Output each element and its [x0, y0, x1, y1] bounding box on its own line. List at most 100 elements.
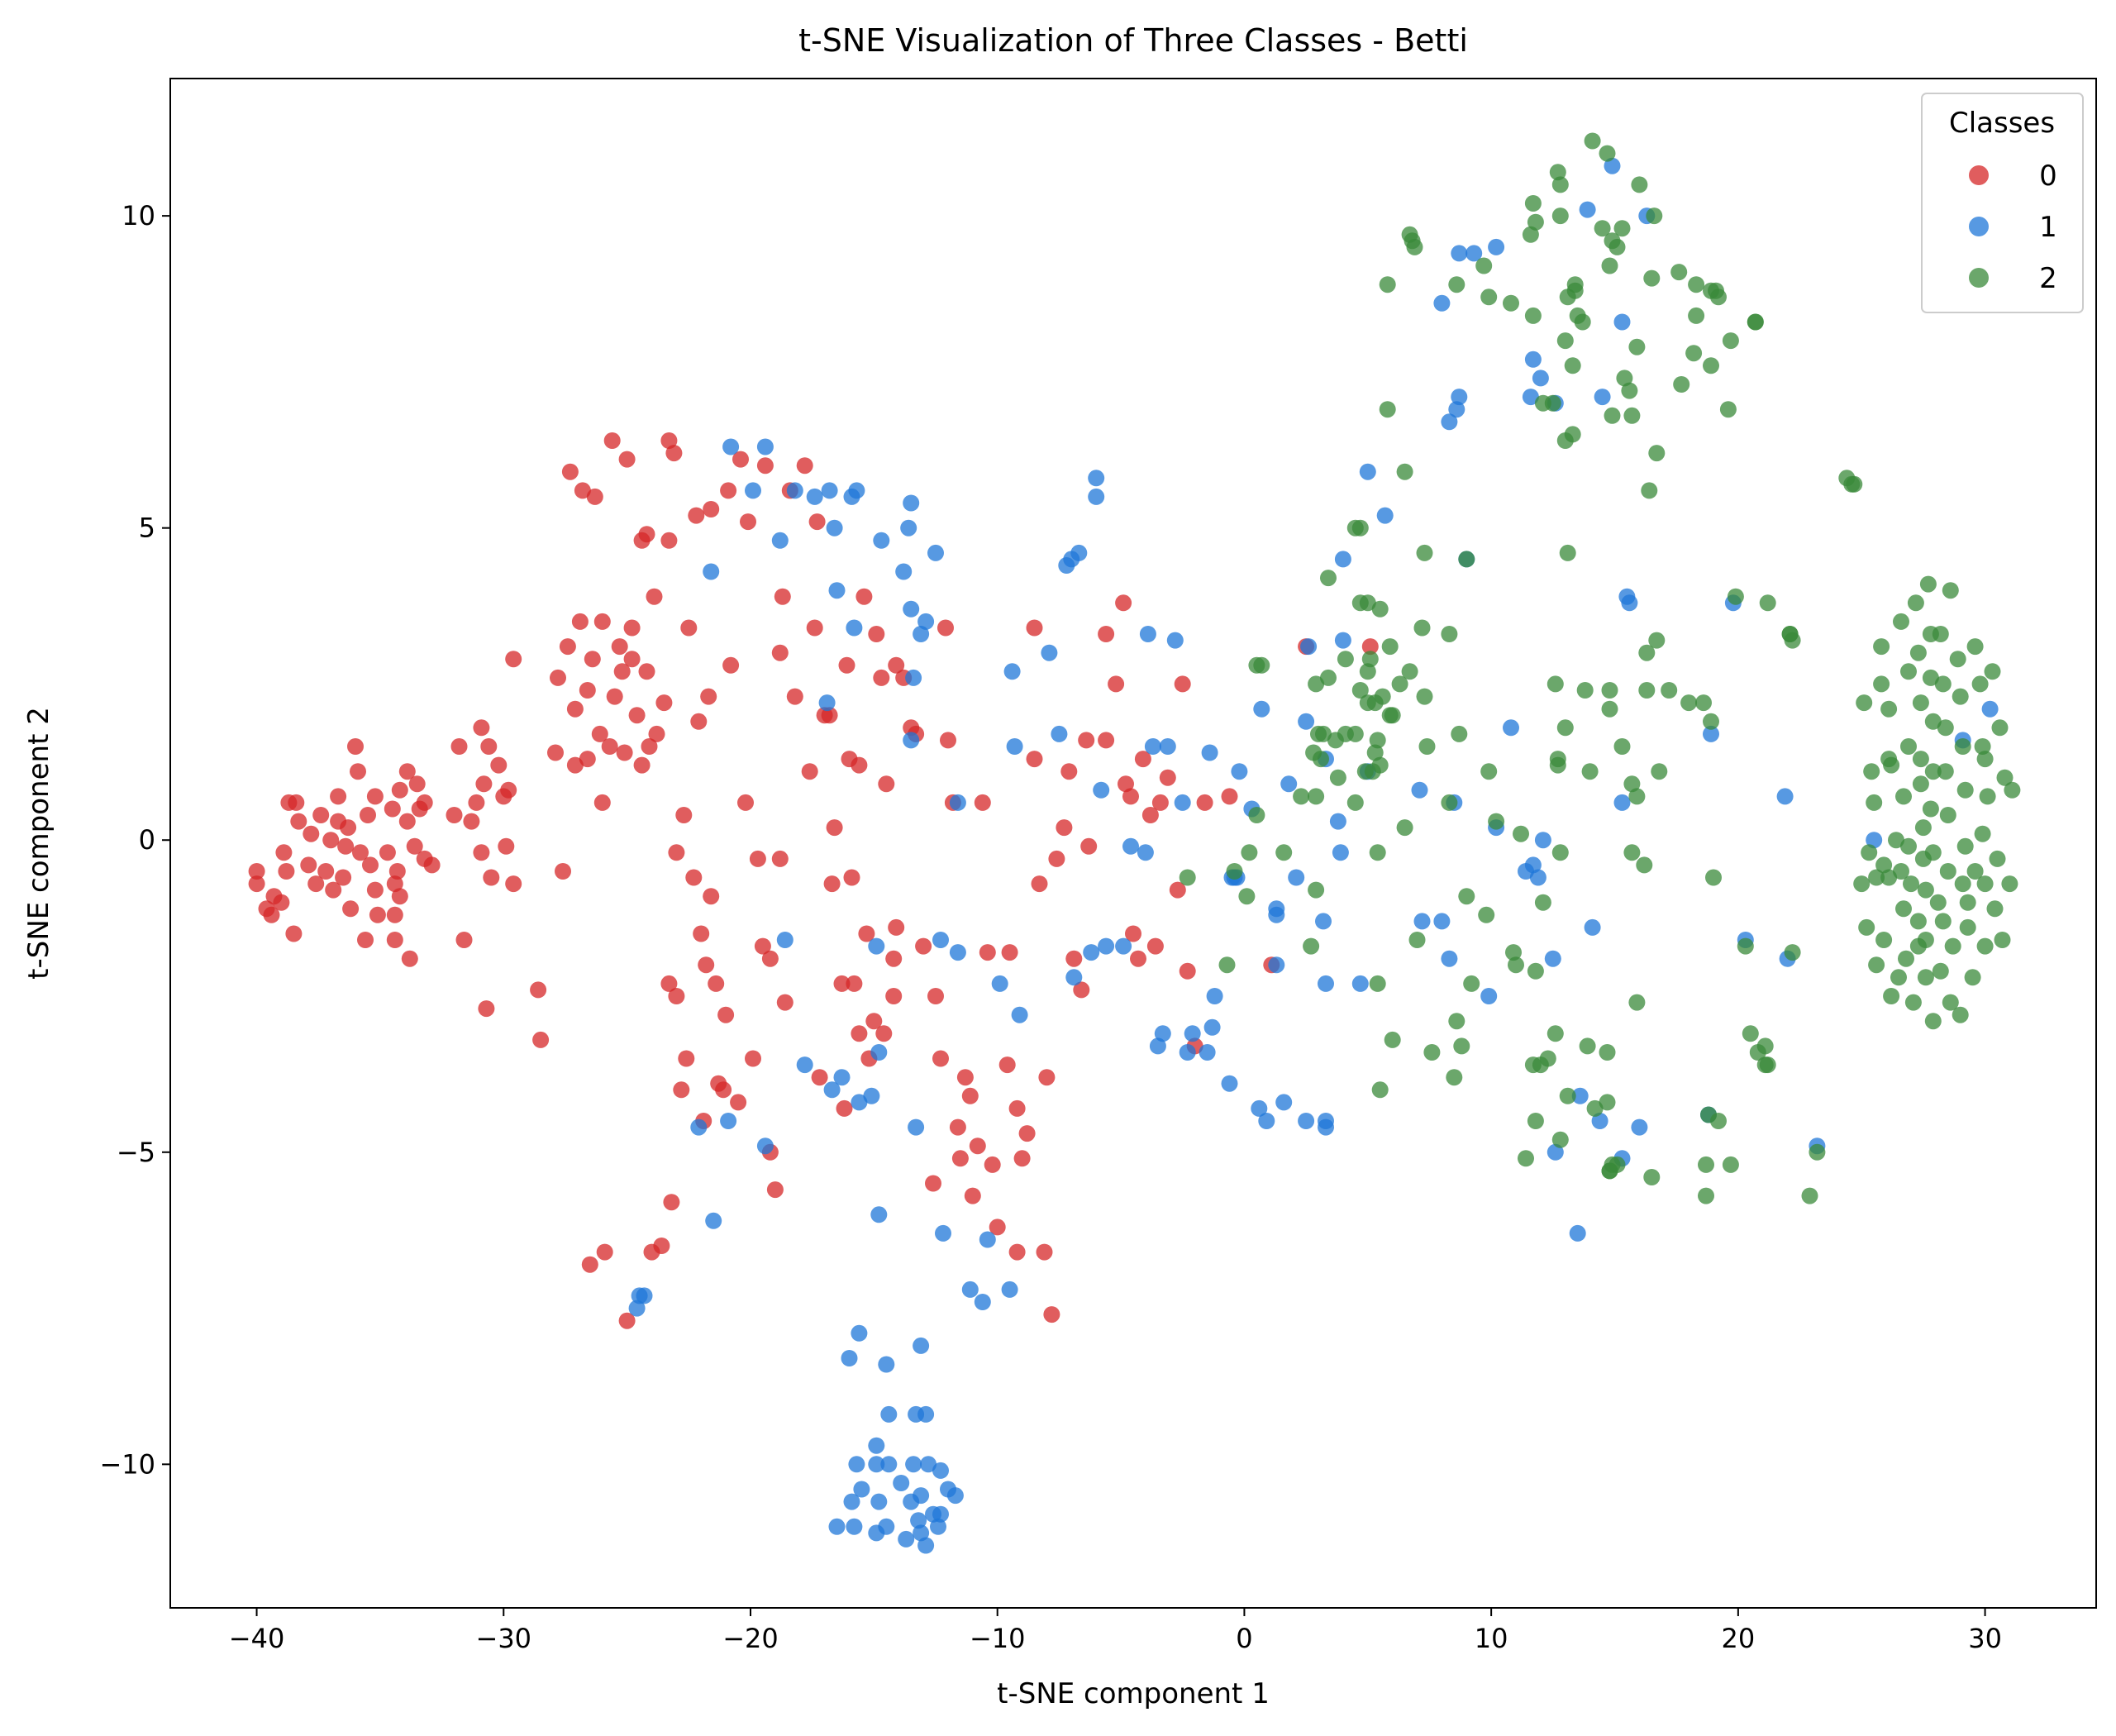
data-point-class-2	[1719, 401, 1737, 418]
data-point-class-0	[285, 925, 303, 942]
data-point-class-2	[1866, 794, 1883, 811]
data-point-class-0	[388, 863, 406, 880]
data-point-class-2	[1599, 1094, 1616, 1111]
data-point-class-0	[593, 794, 611, 811]
data-point-class-0	[951, 1150, 969, 1167]
data-point-class-2	[1688, 307, 1705, 324]
data-point-class-2	[1880, 869, 1898, 886]
data-point-class-0	[273, 894, 290, 911]
data-point-class-2	[1359, 663, 1376, 680]
data-point-class-0	[350, 763, 366, 780]
data-point-class-0	[1125, 925, 1141, 942]
data-point-class-0	[885, 950, 903, 967]
data-point-class-2	[1351, 682, 1369, 699]
data-point-class-2	[1994, 932, 2011, 948]
data-point-class-1	[935, 1224, 951, 1242]
data-point-class-2	[1784, 944, 1801, 961]
data-point-class-0	[574, 482, 591, 499]
data-point-class-1	[828, 1518, 846, 1535]
data-point-class-1	[1206, 988, 1223, 1004]
data-point-class-2	[2004, 781, 2021, 799]
x-axis-label: t-SNE component 1	[997, 1677, 1270, 1710]
data-point-class-1	[1221, 1075, 1238, 1092]
data-point-class-2	[1900, 837, 1917, 855]
data-point-class-2	[1369, 732, 1386, 749]
data-point-class-1	[863, 1087, 880, 1104]
data-point-class-2	[1643, 269, 1661, 287]
data-point-class-1	[703, 563, 720, 580]
data-point-class-0	[685, 869, 703, 886]
data-point-class-0	[660, 975, 678, 992]
data-point-class-2	[1527, 213, 1544, 231]
data-point-class-1	[991, 975, 1008, 992]
data-point-class-0	[989, 1219, 1006, 1236]
data-point-class-1	[1591, 1113, 1608, 1129]
data-point-class-0	[566, 700, 584, 718]
data-point-class-0	[408, 775, 426, 793]
data-point-class-1	[1298, 1113, 1315, 1129]
data-point-class-2	[1937, 763, 1954, 780]
data-point-class-2	[1371, 600, 1389, 618]
data-point-class-0	[868, 626, 885, 642]
data-point-class-0	[673, 1081, 690, 1099]
data-point-class-1	[720, 1113, 737, 1129]
data-point-class-2	[1359, 694, 1376, 712]
data-point-class-0	[761, 950, 779, 967]
data-point-class-1	[1351, 975, 1369, 992]
data-point-class-0	[633, 532, 651, 549]
data-point-class-2	[1966, 638, 1984, 656]
data-point-class-2	[1351, 519, 1369, 537]
data-point-class-2	[1924, 844, 1942, 861]
data-point-class-0	[1130, 950, 1146, 967]
data-point-class-1	[1159, 738, 1176, 755]
data-point-class-0	[1115, 594, 1132, 612]
data-point-class-0	[623, 651, 641, 668]
y-tick-label: −10	[99, 1448, 155, 1480]
data-point-class-2	[1599, 1044, 1616, 1061]
data-point-class-0	[275, 844, 293, 861]
data-point-class-1	[880, 1405, 898, 1423]
data-point-class-0	[811, 1069, 828, 1086]
data-point-class-0	[826, 819, 843, 837]
data-point-class-2	[1586, 1099, 1604, 1117]
data-point-class-1	[908, 1118, 925, 1136]
data-point-class-2	[1759, 594, 1776, 612]
data-point-class-1	[873, 532, 890, 549]
data-point-class-2	[1406, 238, 1423, 255]
data-point-class-1	[846, 1518, 863, 1535]
data-point-class-2	[1613, 738, 1631, 755]
data-point-class-1	[1334, 632, 1351, 649]
data-point-class-0	[584, 651, 601, 668]
data-point-class-2	[1648, 445, 1666, 462]
data-point-class-2	[1480, 763, 1498, 780]
data-point-class-0	[915, 937, 932, 955]
data-point-class-2	[1922, 800, 1939, 818]
data-point-class-1	[870, 1493, 888, 1510]
data-point-class-2	[1623, 407, 1641, 424]
data-point-class-0	[307, 875, 325, 893]
data-point-class-1	[1621, 594, 1638, 612]
data-point-class-2	[1448, 1013, 1465, 1030]
data-point-class-2	[1898, 950, 1914, 967]
data-point-class-0	[596, 1243, 613, 1261]
data-point-class-2	[1856, 694, 1873, 712]
data-point-class-2	[1991, 719, 2009, 737]
data-point-class-2	[1448, 276, 1465, 293]
data-point-class-1	[818, 694, 836, 712]
data-point-class-2	[1371, 1081, 1389, 1099]
data-point-class-0	[473, 844, 490, 861]
data-point-class-2	[1989, 850, 2006, 867]
data-point-class-2	[1971, 675, 1989, 693]
data-point-class-0	[317, 863, 335, 880]
data-point-class-2	[1858, 918, 1875, 936]
data-point-class-2	[1631, 176, 1648, 193]
data-point-class-1	[848, 482, 865, 499]
data-point-class-1	[1275, 1094, 1293, 1111]
data-point-class-0	[660, 432, 678, 449]
data-point-class-0	[833, 975, 851, 992]
data-point-class-2	[1616, 370, 1633, 387]
legend: Classes 0 1 2	[1921, 93, 2084, 313]
data-point-class-0	[703, 888, 720, 905]
data-point-class-2	[1924, 763, 1942, 780]
data-point-class-0	[446, 807, 463, 823]
